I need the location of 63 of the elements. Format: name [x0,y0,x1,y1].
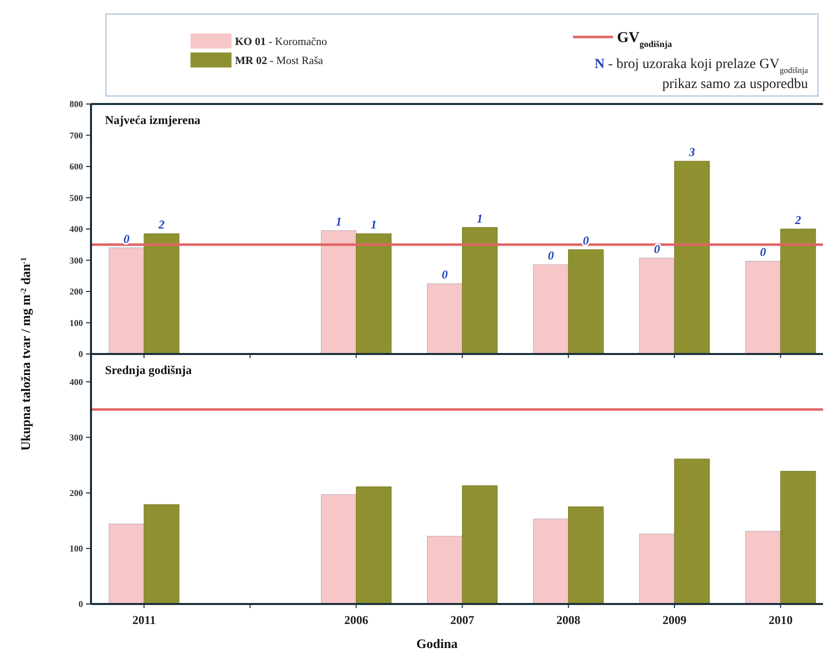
x-tick-label: 2011 [132,613,156,627]
annotation: 2 [794,213,802,227]
text: Najveća izmjerena [105,113,200,127]
y-tick-label: 400 [70,224,84,234]
y-tick-label: 0 [78,349,84,360]
y-tick-label: 100 [70,318,84,328]
annotation: 2 [158,218,165,232]
x-tick-label: 2006 [344,613,368,627]
bar [356,233,392,354]
annotation: 0 [442,268,448,282]
y-tick-label: 600 [70,162,84,172]
bar [674,160,710,354]
bar [639,534,675,604]
text: prikaz samo za usporedbu [662,77,808,92]
annotation: 0 [124,232,130,246]
annotation: 1 [370,218,377,232]
bar [144,233,180,354]
bar [462,227,498,354]
bar [108,247,144,354]
annotation: 3 [688,145,695,160]
y-tick-label: 0 [78,599,84,610]
annotation: 0 [654,242,660,256]
bar [533,264,569,354]
x-axis-title: Godina [416,636,458,651]
y-tick-label: 700 [70,130,84,140]
y-tick-label: 500 [70,192,84,203]
y-tick-label: 200 [70,286,84,297]
bar [780,228,816,354]
y-tick-label: 200 [70,488,84,498]
bar [745,260,781,354]
x-tick-label: 2010 [768,613,793,627]
bar [745,530,781,604]
bar [568,249,604,354]
annotation: 1 [476,211,483,226]
annotation: 0 [760,245,766,260]
legend-label: GV$_{godišnja}$ [617,30,673,49]
bar [108,524,144,604]
legend-label: KO 01 - Koromačno [235,36,328,48]
bar [639,258,675,354]
bar [780,470,816,604]
y-tick-label: 800 [70,99,84,110]
text: N - broj uzoraka koji prelaze GV$_{godišnja}$ [594,57,808,74]
legend-label: MR 02 - Most Raša [235,55,324,67]
bar [462,485,498,604]
bar [320,494,357,604]
bar [426,283,463,354]
y-tick-label: 300 [70,432,84,442]
bar [533,518,569,604]
x-tick-label: 2008 [556,613,580,627]
bar [674,458,710,604]
bar [568,506,604,604]
y-tick-label: 100 [70,544,84,554]
annotation: 1 [336,214,342,229]
x-tick-label: 2007 [450,613,474,627]
y-tick-label: 400 [70,376,84,387]
annotation: 0 [548,248,554,263]
bar [144,504,180,604]
bar [356,486,392,604]
text: Srednja godišnja [105,363,192,377]
bar [426,536,463,604]
y-tick-label: 300 [70,255,84,266]
bar [320,230,357,354]
x-tick-label: 2009 [662,613,686,627]
